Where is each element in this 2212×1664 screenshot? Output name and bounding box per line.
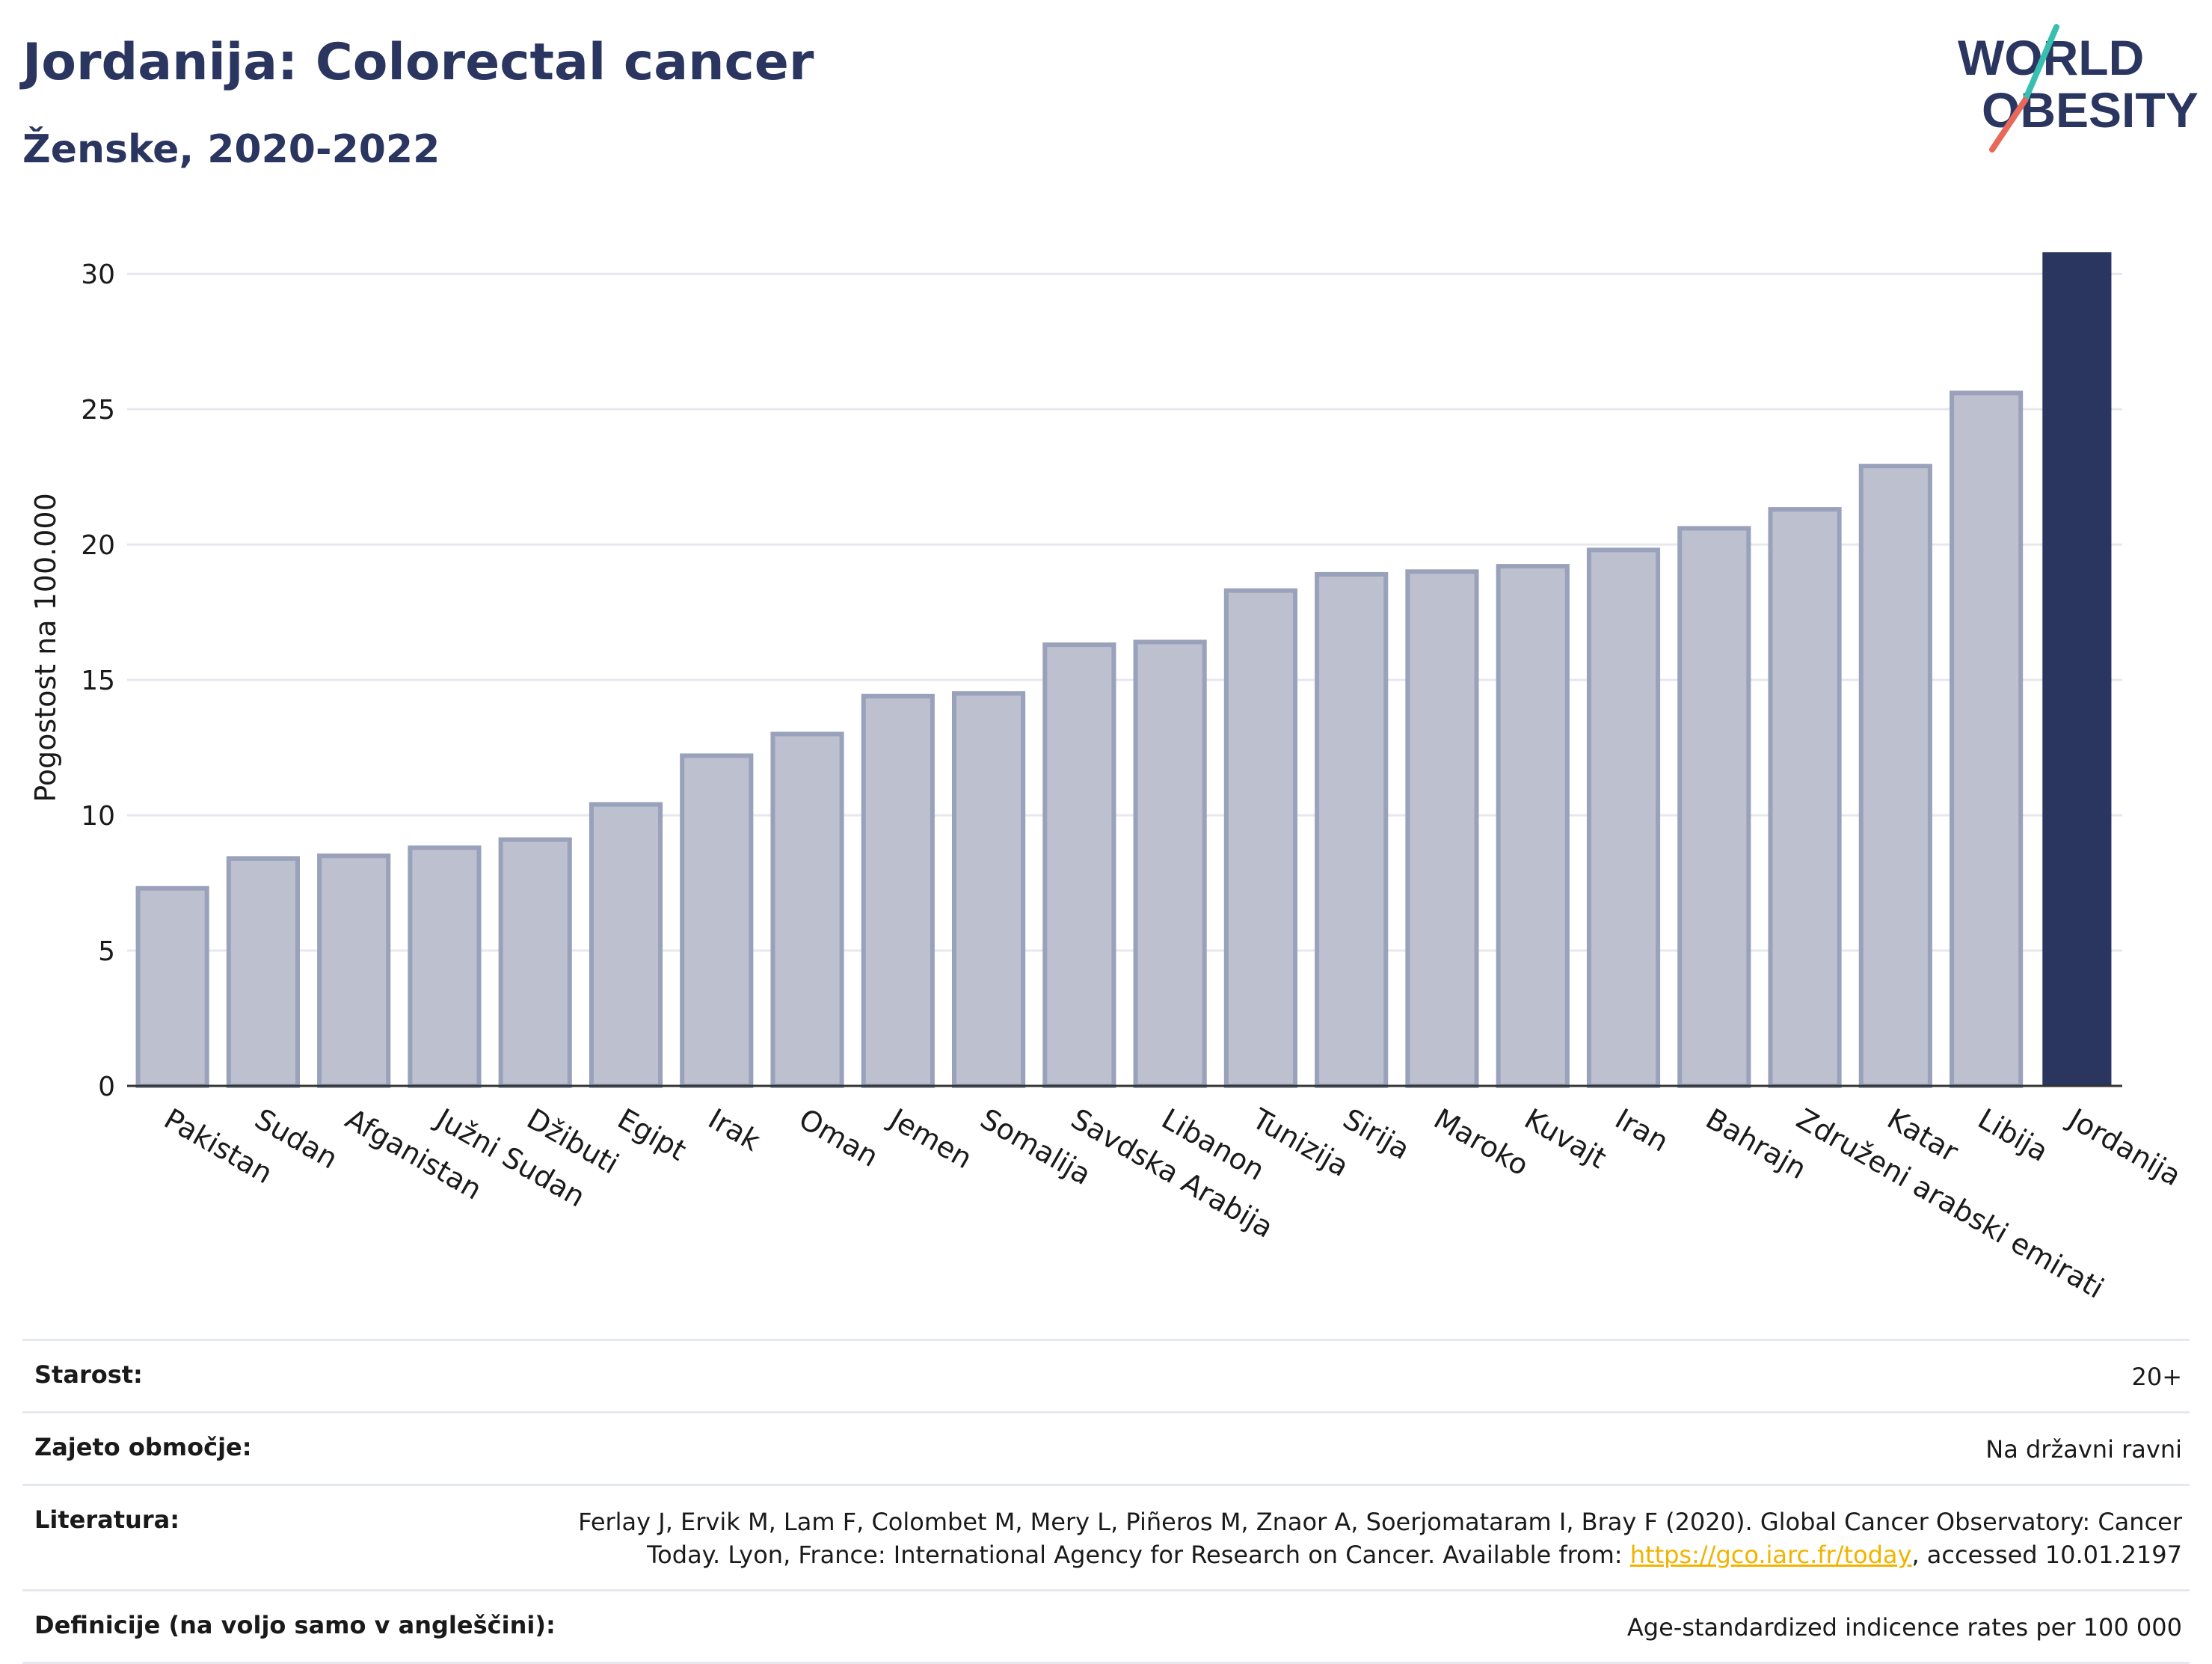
area-value: Na državni ravni (1985, 1435, 2182, 1464)
bar-džibuti (498, 837, 572, 1088)
world-obesity-logo: WORLD OBESITY (1958, 24, 2199, 153)
x-tick-label: Egipt (612, 1102, 692, 1167)
meta-row-area: Zajeto območje: Na državni ravni (22, 1411, 2190, 1484)
definitions-value: Age-standardized indicence rates per 100… (1626, 1613, 2182, 1642)
y-tick-label: 5 (98, 936, 115, 967)
bar-pakistan (135, 885, 209, 1088)
x-tick-label: Jordanija (2062, 1102, 2187, 1193)
logo-slash-teal (2022, 24, 2059, 103)
bar-somalija (952, 691, 1026, 1088)
x-tick-label: Bahrajn (1701, 1102, 1812, 1186)
area-label: Zajeto območje: (34, 1433, 252, 1461)
page-subtitle: Ženske, 2020-2022 (22, 127, 440, 172)
bar-bahrajn (1677, 526, 1751, 1088)
meta-row-definitions: Definicije (na voljo samo v angleščini):… (22, 1589, 2190, 1664)
y-tick-label: 10 (81, 801, 115, 832)
literature-text: Ferlay J, Ervik M, Lam F, Colombet M, Me… (578, 1508, 2182, 1569)
x-tick-label: Irak (703, 1102, 766, 1158)
x-tick-label: Maroko (1428, 1102, 1534, 1182)
bar-oman (770, 731, 844, 1089)
age-label: Starost: (34, 1360, 143, 1389)
definitions-label: Definicije (na voljo samo v angleščini): (34, 1611, 556, 1639)
bar-katar (1858, 464, 1932, 1088)
bar-sudan (226, 856, 300, 1089)
x-tick-label: Libija (1973, 1102, 2054, 1168)
x-tick-label: Jemen (883, 1102, 978, 1176)
bar-jordanija (2042, 252, 2112, 1086)
bar-libanon (1133, 639, 1207, 1088)
y-tick-label: 25 (81, 395, 115, 426)
literature-value: Ferlay J, Ervik M, Lam F, Colombet M, Me… (574, 1505, 2182, 1571)
page-title: Jordanija: Colorectal cancer (22, 33, 814, 92)
bar-kuvajt (1496, 564, 1570, 1088)
bar-južni-sudan (408, 845, 482, 1089)
bar-maroko (1405, 569, 1479, 1088)
bar-jemen (861, 693, 935, 1088)
bar-chart: 051015202530PakistanSudanAfganistanJužni… (29, 252, 2187, 1305)
y-tick-label: 20 (81, 530, 115, 561)
meta-row-age: Starost: 20+ (22, 1339, 2190, 1411)
y-tick-label: 15 (81, 666, 115, 696)
bar-iran (1586, 547, 1661, 1088)
logo-slash-coral (1989, 97, 2028, 153)
y-tick-label: 30 (81, 260, 115, 290)
meta-row-literature: Literatura: Ferlay J, Ervik M, Lam F, Co… (22, 1484, 2190, 1589)
bar-afganistan (317, 853, 391, 1089)
literature-accessed: , accessed 10.01.2197 (1911, 1541, 2182, 1569)
x-tick-label: Kuvajt (1519, 1102, 1612, 1175)
bar-libija (1950, 390, 2024, 1088)
metadata-table: Starost: 20+ Zajeto območje: Na državni … (22, 1339, 2190, 1664)
bar-irak (680, 753, 754, 1088)
bar-združeni-arabski-emirati (1768, 507, 1842, 1088)
x-tick-label: Iran (1610, 1102, 1674, 1158)
y-axis-label: Pogostost na 100.000 (29, 493, 62, 802)
y-tick-label: 0 (98, 1072, 115, 1102)
age-value: 20+ (2131, 1363, 2182, 1391)
bar-savdska-arabija (1042, 642, 1116, 1088)
literature-label: Literatura: (34, 1505, 179, 1534)
bar-egipt (589, 802, 663, 1088)
x-tick-label: Oman (793, 1102, 884, 1173)
bar-tunizija (1223, 588, 1297, 1088)
bar-sirija (1315, 571, 1389, 1088)
literature-link[interactable]: https://gco.iarc.fr/today (1629, 1541, 1912, 1569)
